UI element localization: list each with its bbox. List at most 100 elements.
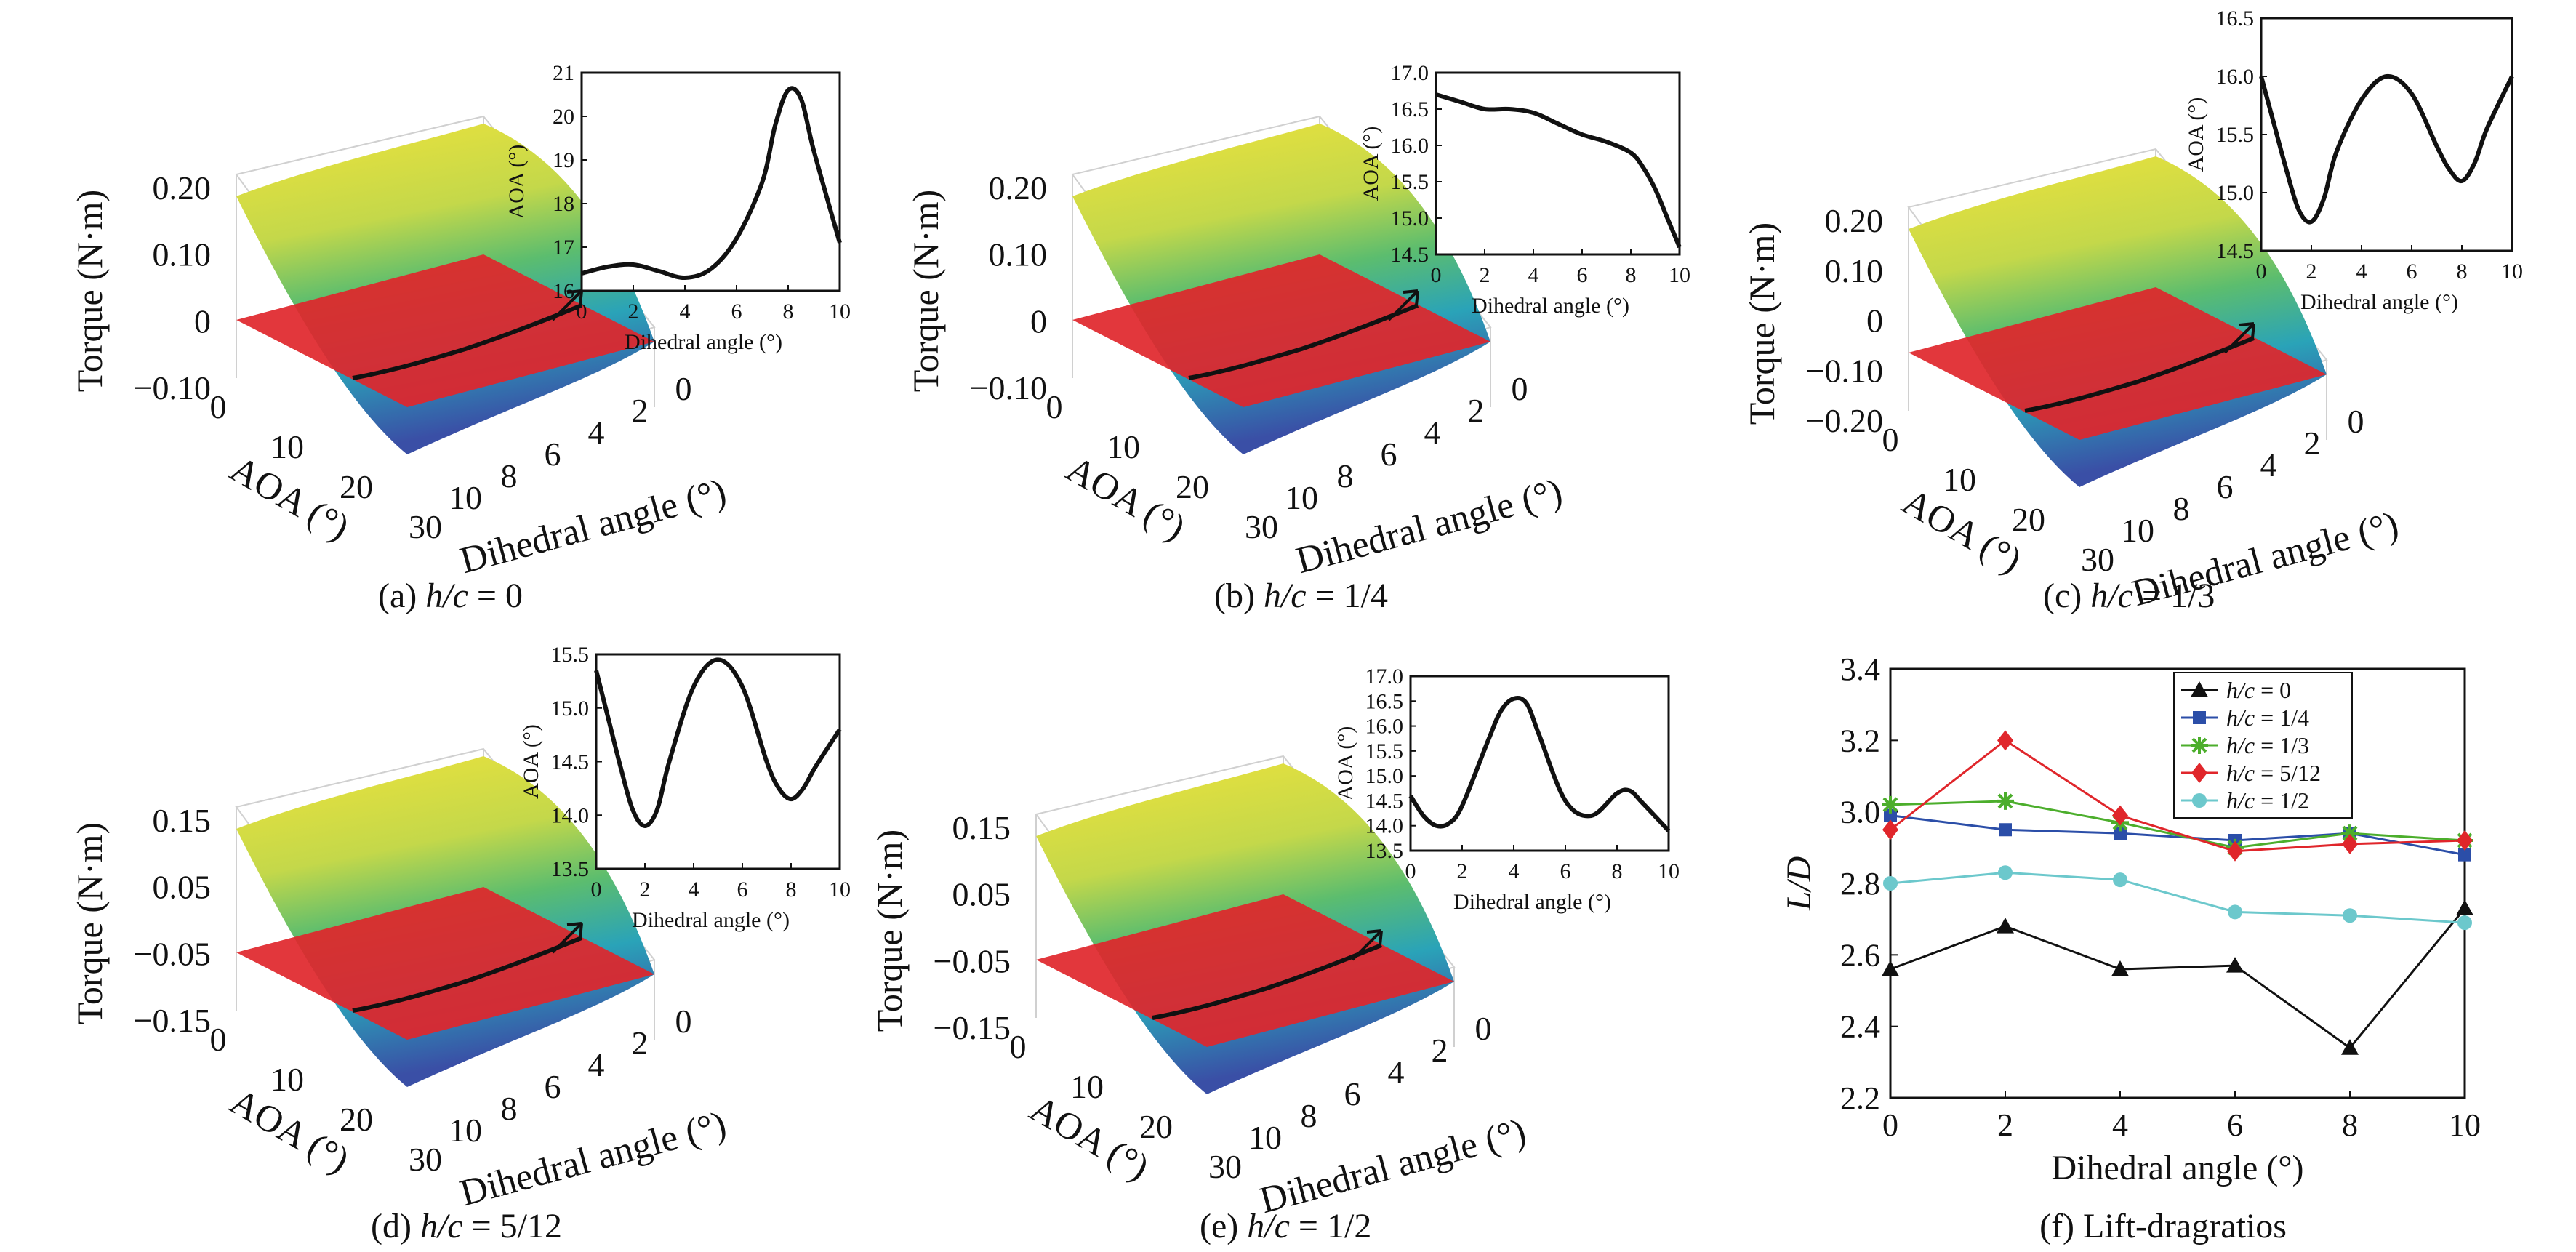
- series-line: [1890, 907, 2466, 1050]
- aoa-tick-label: 10: [1107, 428, 1140, 465]
- inset-x-tick-label: 4: [680, 300, 691, 324]
- marker-triangle: [2341, 1039, 2359, 1055]
- caption-suffix: = 1/4: [1307, 577, 1388, 615]
- series-3: [1882, 730, 2473, 862]
- inset-x-tick-label: 10: [2501, 260, 2523, 284]
- inset-x-tick-label: 8: [1626, 263, 1637, 287]
- z-tick-label: −0.05: [134, 935, 211, 972]
- y-axis-label: L/D: [1780, 856, 1818, 912]
- marker-triangle: [2191, 681, 2208, 697]
- y-tick-label: 2.4: [1840, 1009, 1880, 1045]
- aoa-tick-label: 30: [1245, 508, 1278, 545]
- z-axis-label: Torque (N·m): [869, 830, 910, 1032]
- inset-line: [581, 86, 842, 281]
- caption-italic: h/c: [420, 1207, 463, 1245]
- dihedral-tick-label: 10: [1285, 479, 1318, 516]
- inset-y-tick-label: 14.5: [1391, 243, 1429, 267]
- inset-x-tick-label: 2: [640, 878, 651, 902]
- aoa-tick-label: 0: [1046, 388, 1063, 425]
- caption-prefix: (b): [1214, 577, 1264, 615]
- x-tick-label: 2: [1997, 1107, 2013, 1143]
- dihedral-tick-label: 4: [2260, 446, 2277, 483]
- caption-prefix: (a): [378, 577, 425, 615]
- legend-entry: h/c = 0: [2226, 677, 2291, 703]
- dihedral-tick-label: 4: [588, 1046, 605, 1083]
- inset-y-label: AOA (°): [2184, 97, 2208, 172]
- panel-caption: (e) h/c = 1/2: [1200, 1207, 1371, 1245]
- y-tick-label: 3.0: [1840, 795, 1880, 830]
- inset-y-label: AOA (°): [1359, 127, 1383, 201]
- marker-diamond: [2112, 805, 2128, 826]
- x-axis-label: Dihedral angle (°): [2051, 1149, 2303, 1187]
- aoa-tick-label: 20: [340, 1101, 373, 1138]
- dihedral-tick-label: 0: [1475, 1010, 1492, 1047]
- inset-y-tick-label: 21: [553, 61, 574, 85]
- marker-square: [1999, 823, 2012, 837]
- marker-star: [2191, 737, 2208, 754]
- marker-triangle: [2111, 960, 2129, 976]
- legend-italic: h/c: [2226, 760, 2255, 786]
- legend-entry: h/c = 1/4: [2226, 705, 2309, 731]
- caption-suffix: = 5/12: [463, 1207, 562, 1245]
- inset-x-label: Dihedral angle (°): [1472, 294, 1629, 318]
- inset-x-tick-label: 10: [829, 300, 851, 324]
- legend-suffix: = 1/2: [2255, 787, 2309, 814]
- aoa-tick-label: 0: [210, 1021, 227, 1058]
- x-tick-label: 6: [2227, 1107, 2243, 1143]
- legend-suffix: = 0: [2255, 677, 2291, 703]
- legend-entry: h/c = 1/2: [2226, 787, 2309, 814]
- inset-y-tick-label: 15.5: [1391, 170, 1429, 194]
- dihedral-tick-label: 6: [545, 436, 561, 473]
- panel-caption: (a) h/c = 0: [378, 577, 523, 615]
- legend: h/c = 0h/c = 1/4h/c = 1/3h/c = 5/12h/c =…: [2173, 672, 2353, 819]
- z-tick-label: −0.15: [134, 1002, 211, 1039]
- z-tick-label: 0: [1866, 302, 1883, 340]
- panel-caption: (b) h/c = 1/4: [1214, 577, 1388, 615]
- inset-y-tick-label: 14.0: [551, 803, 590, 827]
- marker-star: [1882, 795, 1899, 814]
- panel-caption: (c) h/c = 1/3: [2043, 577, 2215, 615]
- dihedral-tick-label: 10: [2121, 512, 2154, 549]
- legend-italic: h/c: [2226, 677, 2255, 703]
- aoa-tick-label: 30: [409, 1141, 442, 1178]
- inset-x-tick-label: 8: [783, 300, 794, 324]
- zero-plane: [1036, 894, 1454, 1047]
- arrow-icon: [1387, 289, 1419, 321]
- inset-y-tick-label: 13.5: [551, 857, 590, 881]
- panel-caption: (d) h/c = 5/12: [371, 1207, 562, 1245]
- inset-x-tick-label: 2: [628, 300, 639, 324]
- z-tick-label: 0.05: [153, 869, 212, 906]
- z-axis-label: Torque (N·m): [905, 190, 946, 392]
- inset-x-tick-label: 2: [2306, 260, 2317, 284]
- inset-y-tick-label: 15.5: [2216, 123, 2255, 147]
- inset-y-tick-label: 13.5: [1365, 839, 1404, 863]
- inset-x-tick-label: 6: [2407, 260, 2417, 284]
- z-axis-label: Torque (N·m): [69, 190, 110, 392]
- inset-x-tick-label: 4: [1528, 263, 1539, 287]
- marker-circle: [1998, 865, 2013, 880]
- marker-star: [1997, 792, 2014, 810]
- inset-x-label: Dihedral angle (°): [625, 330, 782, 354]
- inset-x-tick-label: 0: [1405, 859, 1416, 883]
- y-tick-label: 2.8: [1840, 866, 1880, 902]
- legend-entry: h/c = 5/12: [2226, 760, 2321, 786]
- z-tick-label: −0.10: [134, 369, 211, 406]
- inset-x-tick-label: 6: [1560, 859, 1571, 883]
- inset-y-tick-label: 16.5: [1365, 689, 1404, 713]
- inset-y-tick-label: 15.0: [551, 697, 590, 721]
- dihedral-tick-label: 8: [1301, 1097, 1317, 1134]
- x-tick-label: 4: [2112, 1107, 2128, 1143]
- inset-y-tick-label: 17.0: [1365, 665, 1404, 689]
- inset-y-tick-label: 17: [553, 236, 574, 260]
- inset-c: 0 2 4 6 8 10 14.5 15.0 15.5 16.0 16.5 Dihedral angl…: [2184, 7, 2523, 314]
- inset-y-tick-label: 15.0: [1391, 206, 1429, 230]
- inset-x-tick-label: 10: [829, 878, 851, 902]
- z-tick-label: 0.05: [952, 876, 1011, 913]
- arrow-icon: [551, 289, 583, 321]
- caption-italic: h/c: [1264, 577, 1307, 615]
- dihedral-tick-label: 10: [449, 1112, 482, 1149]
- series-line: [1890, 800, 2465, 849]
- inset-y-tick-label: 15.0: [2216, 181, 2255, 205]
- aoa-tick-label: 10: [1943, 461, 1976, 498]
- inset-frame: [2260, 17, 2513, 252]
